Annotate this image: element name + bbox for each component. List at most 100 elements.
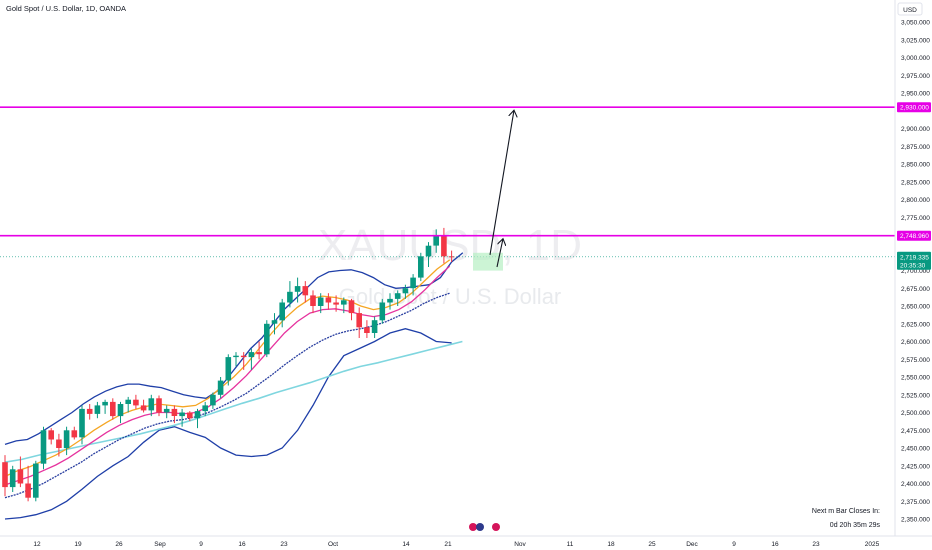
- us-flag-icon[interactable]: [492, 523, 500, 531]
- time-tick-label: 25: [648, 541, 656, 548]
- candle-body: [418, 256, 424, 278]
- price-tick-label: 2,425.000: [901, 463, 930, 470]
- candle-body: [348, 300, 355, 314]
- bar-countdown: Next m Bar Closes In: 0d 20h 35m 29s: [812, 505, 880, 533]
- price-tick-label: 2,350.000: [901, 517, 930, 524]
- candle-body: [256, 352, 262, 355]
- candle-body: [148, 398, 155, 411]
- candle-body: [371, 320, 378, 333]
- us-flag-icon[interactable]: [476, 523, 484, 531]
- price-tick-label: 2,950.000: [901, 91, 930, 98]
- candle-body: [325, 297, 332, 303]
- time-tick-label: 16: [238, 541, 246, 548]
- candle-body: [264, 323, 270, 355]
- candle-body: [140, 405, 147, 411]
- indicator-lines: [4, 252, 464, 520]
- candle-body: [194, 411, 201, 419]
- candle-body: [48, 430, 54, 440]
- bollinger-upper-line: [4, 252, 464, 446]
- projection-arrow: [496, 239, 503, 268]
- time-tick-label: Oct: [328, 541, 338, 548]
- price-axis[interactable]: 3,050.000 3,025.000 3,000.000 2,975.000 2,95…: [901, 20, 930, 524]
- price-badge-countdown: 20:35:30: [900, 262, 926, 269]
- price-tick-label: 3,050.000: [901, 20, 930, 27]
- price-tick-label: 2,600.000: [901, 339, 930, 346]
- candle-body: [364, 327, 370, 333]
- candle-body: [425, 245, 432, 257]
- candle-body: [133, 399, 139, 406]
- price-tick-label: 2,575.000: [901, 357, 930, 364]
- candle-body: [225, 357, 232, 381]
- candle-body: [202, 405, 208, 412]
- economic-events-icons[interactable]: [469, 523, 500, 531]
- countdown-label: Next m Bar Closes In:: [811, 508, 880, 515]
- watermark-symbol: XAUUSD, 1D: [318, 221, 582, 270]
- ema-blue-line: [4, 292, 450, 499]
- price-tick-label: 3,025.000: [901, 37, 930, 44]
- candle-body: [163, 408, 170, 413]
- time-axis[interactable]: 12 19 26 Sep 9 16 23 Oct 14 21 Nov 11 18 25 Dec 9 16 23 20…: [33, 541, 879, 548]
- bollinger-lower-line: [4, 328, 452, 520]
- time-tick-label: 9: [199, 541, 203, 548]
- candle-body: [410, 277, 416, 289]
- price-tick-label: 2,850.000: [901, 162, 930, 169]
- currency-label: USD: [903, 7, 917, 14]
- price-tick-label: 2,975.000: [901, 73, 930, 80]
- candle-body: [25, 483, 31, 498]
- candle-body: [379, 302, 386, 321]
- countdown-time: 0d 20h 35m 29s: [829, 522, 880, 529]
- time-tick-label: 11: [567, 541, 574, 548]
- candle-body: [394, 293, 401, 299]
- projection-box: [473, 252, 503, 271]
- price-tick-label: 2,650.000: [901, 304, 930, 311]
- price-tick-label: 2,450.000: [901, 446, 930, 453]
- price-tick-label: 2,475.000: [901, 428, 930, 435]
- price-tick-label: 2,675.000: [901, 286, 930, 293]
- candle-body: [294, 286, 301, 292]
- price-badge-label: 2,748.960: [900, 233, 929, 240]
- candle-body: [441, 236, 447, 257]
- candle-body: [71, 430, 78, 438]
- candle-body: [356, 313, 362, 328]
- currency-badge[interactable]: [897, 2, 923, 16]
- candle-body: [171, 408, 178, 416]
- candle-body: [56, 439, 62, 448]
- chart-title: Gold Spot / U.S. Dollar, 1D, OANDA: [6, 4, 127, 13]
- candle-body: [217, 380, 224, 395]
- candle-body: [2, 462, 8, 488]
- price-tick-label: 2,625.000: [901, 321, 930, 328]
- time-tick-label: 14: [402, 541, 410, 548]
- candle-body: [248, 352, 255, 358]
- candle-body: [302, 286, 309, 296]
- candle-body: [341, 300, 347, 305]
- watermark-description: Gold Spot / U.S. Dollar: [339, 284, 562, 309]
- candle-body: [33, 463, 39, 498]
- time-tick-label: 26: [115, 541, 123, 548]
- candle-body: [156, 398, 162, 413]
- ema-magenta-line: [4, 265, 451, 486]
- price-badge-label: 2,930.000: [900, 105, 929, 112]
- candle-body: [240, 355, 247, 358]
- candle-body: [433, 236, 439, 246]
- price-tick-label: 2,500.000: [901, 410, 930, 417]
- candle-body: [125, 399, 131, 404]
- candle-body: [310, 295, 316, 306]
- candle-body: [86, 408, 93, 414]
- candle-body: [102, 401, 108, 406]
- time-tick-label: 12: [33, 541, 41, 548]
- candle-body: [110, 401, 116, 417]
- time-tick-label: 16: [771, 541, 779, 548]
- candle-body: [179, 412, 185, 417]
- price-tick-label: 2,375.000: [901, 499, 930, 506]
- candle-body: [40, 430, 47, 464]
- price-badge: [897, 230, 931, 241]
- candle-body: [210, 394, 216, 406]
- us-flag-icon[interactable]: [469, 523, 477, 531]
- price-tick-label: 2,700.000: [901, 268, 930, 275]
- candle-body: [402, 288, 409, 294]
- price-tick-label: 2,900.000: [901, 126, 930, 133]
- price-tick-label: 2,400.000: [901, 481, 930, 488]
- candle-body: [79, 408, 85, 438]
